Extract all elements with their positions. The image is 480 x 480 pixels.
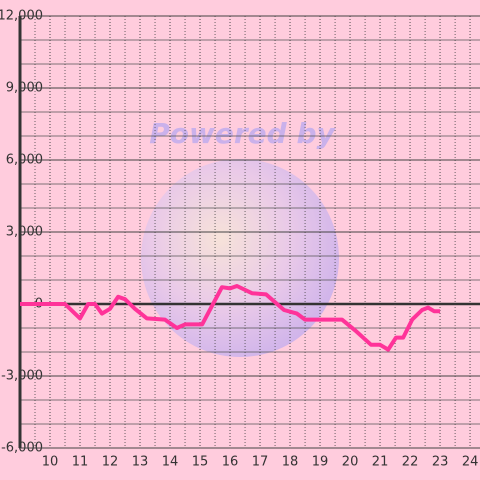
x-tick-label: 24: [462, 455, 479, 470]
x-tick-label: 23: [432, 455, 449, 470]
x-tick-label: 19: [312, 455, 329, 470]
x-tick-label: 13: [132, 455, 149, 470]
x-tick-label: 18: [282, 455, 299, 470]
x-tick-label: 12: [102, 455, 119, 470]
x-tick-label: 14: [162, 455, 179, 470]
x-tick-label: 20: [342, 455, 359, 470]
x-tick-label: 10: [42, 455, 59, 470]
x-tick-label: 16: [222, 455, 239, 470]
x-tick-label: 15: [192, 455, 209, 470]
x-tick-label: 21: [372, 455, 389, 470]
x-tick-label: 22: [402, 455, 419, 470]
data-line: [20, 284, 441, 352]
watermark-text: Powered by: [149, 117, 336, 150]
watermark-logo: [141, 159, 339, 357]
x-tick-label: 17: [252, 455, 269, 470]
x-tick-label: 11: [72, 455, 89, 470]
watermark: Powered by: [141, 117, 339, 357]
